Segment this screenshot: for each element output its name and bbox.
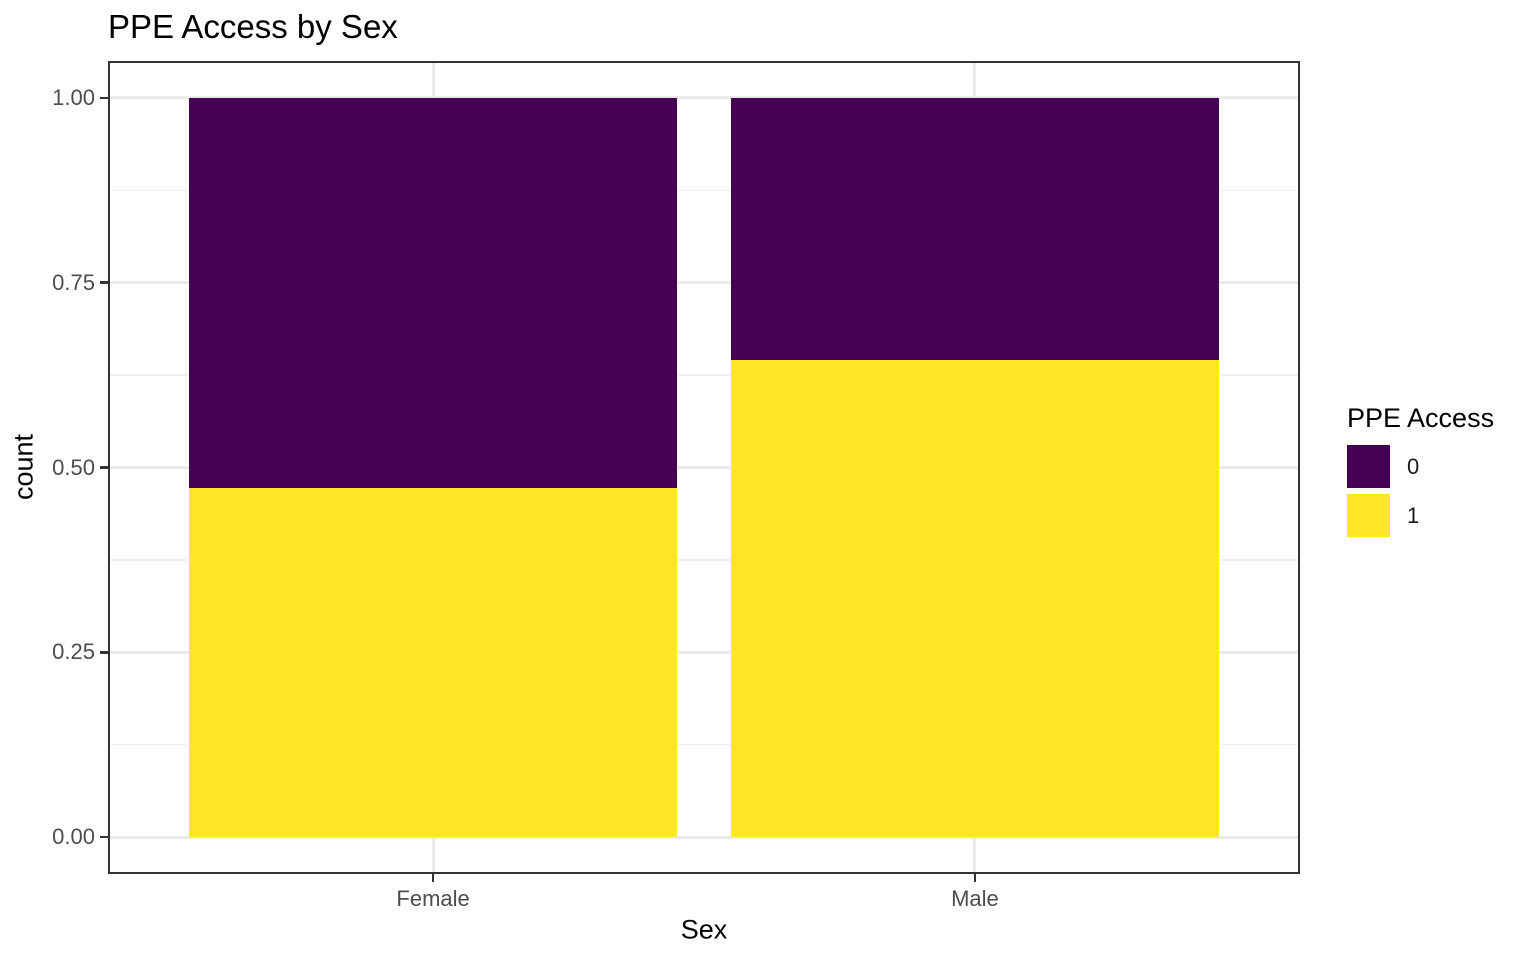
- y-tick-mark-0.50: [100, 466, 108, 469]
- legend-entry-0: 0: [1347, 445, 1494, 488]
- bar-segment-female-0: [189, 97, 677, 489]
- legend-title: PPE Access: [1347, 403, 1495, 433]
- bar-segment-male-0: [731, 97, 1219, 361]
- x-tick-mark-male: [973, 874, 977, 882]
- bar-segment-male-1: [731, 360, 1219, 838]
- y-tick-mark-0.75: [100, 281, 108, 284]
- x-tick-mark-female: [431, 874, 435, 882]
- legend-entry-1: 1: [1347, 494, 1494, 537]
- x-axis-title: Sex: [680, 914, 728, 945]
- gridline-minor-y0.375: [108, 559, 1300, 561]
- bar-segment-female-1: [189, 488, 677, 838]
- legend-swatch-0: [1347, 445, 1390, 488]
- y-tick-mark-1.00: [100, 96, 108, 100]
- legend-label-0: 0: [1407, 453, 1420, 479]
- x-tick-label-female: Female: [396, 886, 470, 911]
- plot-panel: [108, 61, 1300, 874]
- legend-label-1: 1: [1407, 502, 1420, 528]
- gridline-minor-y0.125: [108, 743, 1300, 746]
- y-tick-mark-0.25: [100, 651, 108, 654]
- y-tick-label-0.75: 0.75: [52, 269, 95, 295]
- chart-title: PPE Access by Sex: [108, 8, 398, 45]
- gridline-minor-y0.625: [108, 374, 1300, 376]
- gridline-major-y0: [108, 835, 1300, 839]
- gridline-major-y0.25: [108, 650, 1300, 654]
- gridline-major-y1: [108, 96, 1300, 100]
- gridline-major-y0.5: [108, 466, 1300, 469]
- x-tick-label-male: Male: [951, 886, 999, 911]
- gridline-minor-y0.875: [108, 189, 1300, 192]
- y-tick-label-0.25: 0.25: [52, 639, 95, 665]
- gridline-major-y0.75: [108, 281, 1300, 285]
- legend-swatch-1: [1347, 494, 1390, 537]
- y-tick-label-0.50: 0.50: [52, 454, 95, 480]
- y-tick-mark-0.00: [100, 835, 108, 839]
- y-tick-label-0.00: 0.00: [52, 824, 95, 850]
- y-tick-label-1.00: 1.00: [52, 84, 95, 110]
